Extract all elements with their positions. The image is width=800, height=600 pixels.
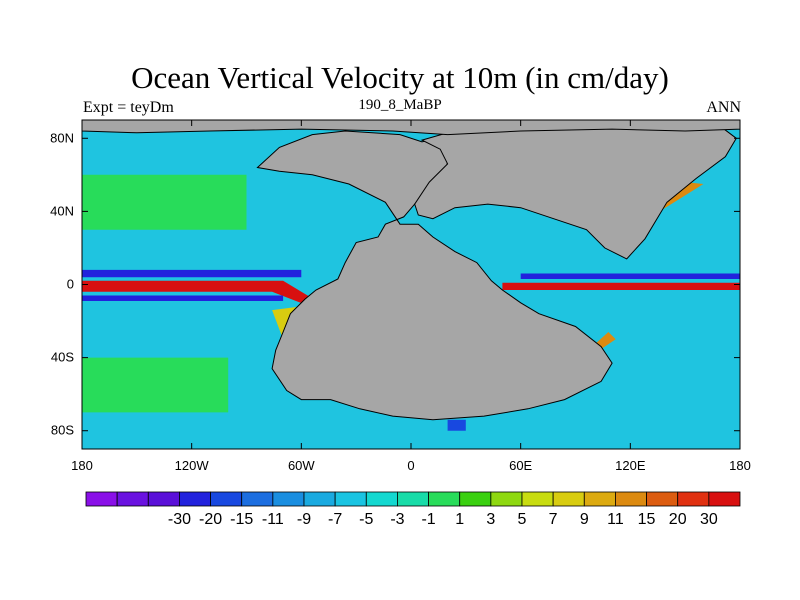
experiment-label: Expt = teyDm — [83, 99, 174, 116]
y-tick-label: 40S — [51, 350, 74, 365]
field-south-pole-downwelling — [447, 419, 466, 431]
field-equatorial-upwelling-east — [502, 282, 740, 290]
field-equatorial-upwelling-west — [82, 280, 320, 311]
land-pangaea-north-cap — [82, 120, 740, 136]
colorbar-label: -9 — [297, 511, 311, 528]
colorbar-swatch — [490, 491, 523, 507]
colorbar-swatch — [241, 491, 274, 507]
field-equatorial-downwelling-north — [82, 269, 302, 278]
field-equatorial-downwelling-east-north — [520, 273, 740, 279]
subtitle-label: 190_8_MaBP — [358, 97, 442, 113]
colorbar-swatch — [397, 491, 429, 507]
colorbar-swatch — [583, 491, 616, 507]
colorbar-label: -3 — [390, 511, 404, 528]
colorbar-swatch — [210, 491, 243, 507]
colorbar-label: 5 — [518, 511, 527, 528]
colorbar-label: -11 — [262, 511, 284, 528]
colorbar-swatch — [365, 491, 398, 507]
chart-title: Ocean Vertical Velocity at 10m (in cm/da… — [131, 60, 669, 95]
colorbar-swatch — [615, 491, 647, 507]
colorbar-label: 30 — [700, 511, 718, 528]
field-subtropical-band-south — [82, 357, 229, 413]
colorbar-swatch — [116, 491, 149, 507]
colorbar-label: 3 — [486, 511, 495, 528]
colorbar-swatch — [428, 491, 461, 507]
colorbar-label: 9 — [580, 511, 589, 528]
colorbar-label: 7 — [549, 511, 558, 528]
colorbar-swatch — [708, 491, 741, 507]
colorbar-label: -5 — [359, 511, 373, 528]
x-tick-label: 0 — [407, 458, 414, 473]
colorbar-label: -20 — [199, 511, 222, 528]
colorbar-swatch — [521, 491, 554, 507]
x-tick-label: 180 — [729, 458, 751, 473]
x-tick-label: 60W — [288, 458, 315, 473]
colorbar-swatch — [677, 491, 710, 507]
colorbar-swatch — [303, 491, 336, 507]
colorbar-label: -30 — [168, 511, 191, 528]
land-layer — [82, 120, 740, 421]
field-equatorial-downwelling-south — [82, 295, 284, 301]
colorbar-swatch — [459, 491, 492, 507]
colorbar-label: 11 — [607, 511, 624, 528]
colorbar-swatch — [179, 491, 211, 507]
y-tick-label: 80N — [50, 130, 74, 145]
colorbar-label: -15 — [230, 511, 253, 528]
x-tick-label: 60E — [509, 458, 532, 473]
colorbar-swatch — [334, 491, 367, 507]
x-tick-label: 180 — [71, 458, 93, 473]
field-layer — [82, 174, 740, 431]
colorbar-label: 15 — [638, 511, 656, 528]
x-tick-label: 120W — [175, 458, 210, 473]
colorbar: -30 -20 -15 -11 -9 -7 -5 -3 -1 1 3 5 7 9 11 15 20 30 — [85, 491, 741, 528]
colorbar-swatch — [147, 491, 180, 507]
y-tick-label: 80S — [51, 423, 74, 438]
field-subtropical-band-north — [82, 174, 247, 230]
y-tick-label: 0 — [67, 277, 74, 292]
x-tick-label: 120E — [615, 458, 646, 473]
colorbar-label: -7 — [328, 511, 342, 528]
x-axis: 180 120W 60W 0 60E 120E 180 — [71, 120, 751, 473]
colorbar-label: 20 — [669, 511, 687, 528]
y-tick-label: 40N — [50, 203, 74, 218]
colorbar-swatch — [552, 491, 585, 507]
y-axis: 80N 40N 0 40S 80S — [50, 130, 740, 438]
field-northeast-upwelling-band — [626, 182, 704, 239]
colorbar-swatch — [272, 491, 305, 507]
colorbar-swatch — [646, 491, 679, 507]
colorbar-label: 1 — [455, 511, 464, 528]
season-label: ANN — [706, 99, 741, 116]
colorbar-label: -1 — [421, 511, 435, 528]
colorbar-swatch — [85, 491, 118, 507]
